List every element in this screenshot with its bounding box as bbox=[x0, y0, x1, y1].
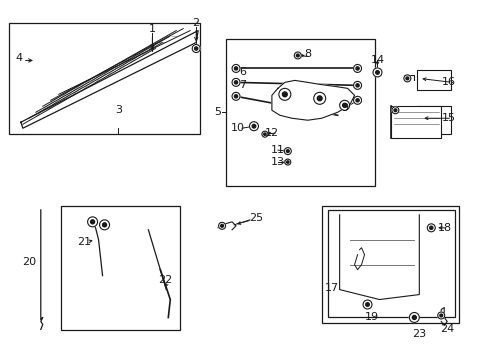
Circle shape bbox=[313, 92, 325, 104]
Circle shape bbox=[286, 161, 288, 163]
Circle shape bbox=[263, 133, 265, 135]
Circle shape bbox=[437, 312, 444, 319]
Circle shape bbox=[100, 220, 109, 230]
Text: 14: 14 bbox=[370, 55, 384, 66]
Circle shape bbox=[296, 54, 299, 57]
Text: 19: 19 bbox=[364, 312, 378, 323]
Bar bbox=[225, 39, 375, 186]
Circle shape bbox=[353, 96, 361, 104]
Circle shape bbox=[393, 109, 396, 112]
Text: 5: 5 bbox=[214, 107, 221, 117]
Circle shape bbox=[220, 224, 223, 227]
Circle shape bbox=[391, 107, 398, 114]
Circle shape bbox=[232, 78, 240, 86]
Circle shape bbox=[365, 303, 368, 306]
Circle shape bbox=[218, 222, 225, 229]
Text: 16: 16 bbox=[441, 77, 455, 87]
Circle shape bbox=[278, 88, 290, 100]
Text: 11: 11 bbox=[270, 145, 285, 155]
Circle shape bbox=[192, 45, 200, 53]
Text: 15: 15 bbox=[441, 113, 455, 123]
Circle shape bbox=[262, 131, 267, 137]
Circle shape bbox=[232, 92, 240, 100]
Bar bbox=[390, 106, 440, 138]
Circle shape bbox=[285, 159, 290, 165]
Text: 3: 3 bbox=[115, 105, 122, 115]
Circle shape bbox=[355, 67, 358, 70]
Text: 18: 18 bbox=[437, 223, 451, 233]
Circle shape bbox=[234, 95, 237, 98]
Circle shape bbox=[234, 81, 237, 84]
Text: 13: 13 bbox=[270, 157, 285, 167]
Circle shape bbox=[408, 312, 419, 323]
Circle shape bbox=[411, 315, 415, 319]
Bar bbox=[9, 23, 200, 134]
Bar bbox=[327, 210, 454, 318]
Bar bbox=[416, 71, 450, 90]
Text: 9: 9 bbox=[340, 103, 347, 113]
Circle shape bbox=[90, 220, 94, 224]
Circle shape bbox=[342, 103, 346, 107]
Circle shape bbox=[286, 150, 288, 153]
Text: 10: 10 bbox=[230, 123, 244, 133]
Circle shape bbox=[429, 226, 432, 229]
Circle shape bbox=[372, 68, 381, 77]
Circle shape bbox=[355, 99, 358, 102]
Circle shape bbox=[102, 223, 106, 227]
Text: 4: 4 bbox=[15, 54, 22, 63]
Circle shape bbox=[339, 100, 349, 110]
Bar bbox=[61, 206, 180, 330]
Text: 12: 12 bbox=[264, 128, 278, 138]
Circle shape bbox=[232, 64, 240, 72]
Text: 6: 6 bbox=[239, 67, 246, 77]
Circle shape bbox=[194, 47, 197, 50]
Circle shape bbox=[353, 64, 361, 72]
Text: 24: 24 bbox=[439, 324, 453, 334]
Text: 1: 1 bbox=[148, 24, 156, 33]
Circle shape bbox=[355, 84, 358, 87]
Circle shape bbox=[403, 75, 410, 82]
Circle shape bbox=[294, 52, 301, 59]
Circle shape bbox=[249, 122, 258, 131]
Circle shape bbox=[353, 81, 361, 89]
Text: 22: 22 bbox=[158, 275, 172, 285]
Text: 25: 25 bbox=[248, 213, 263, 223]
Text: 21: 21 bbox=[78, 237, 91, 247]
Circle shape bbox=[405, 77, 408, 80]
Circle shape bbox=[252, 125, 255, 128]
Text: 17: 17 bbox=[324, 283, 338, 293]
Circle shape bbox=[362, 300, 371, 309]
Circle shape bbox=[284, 148, 291, 154]
Text: 7: 7 bbox=[239, 80, 246, 90]
Text: 8: 8 bbox=[304, 49, 311, 59]
Circle shape bbox=[427, 224, 434, 232]
Circle shape bbox=[282, 92, 286, 97]
Text: 2: 2 bbox=[192, 18, 199, 28]
Text: 23: 23 bbox=[411, 329, 426, 339]
Circle shape bbox=[439, 314, 442, 317]
Text: 20: 20 bbox=[22, 257, 36, 267]
Polygon shape bbox=[271, 80, 354, 120]
Bar bbox=[416, 106, 450, 134]
Circle shape bbox=[317, 96, 322, 101]
Circle shape bbox=[375, 71, 379, 74]
Bar bbox=[321, 206, 458, 323]
Circle shape bbox=[234, 67, 237, 70]
Circle shape bbox=[87, 217, 98, 227]
